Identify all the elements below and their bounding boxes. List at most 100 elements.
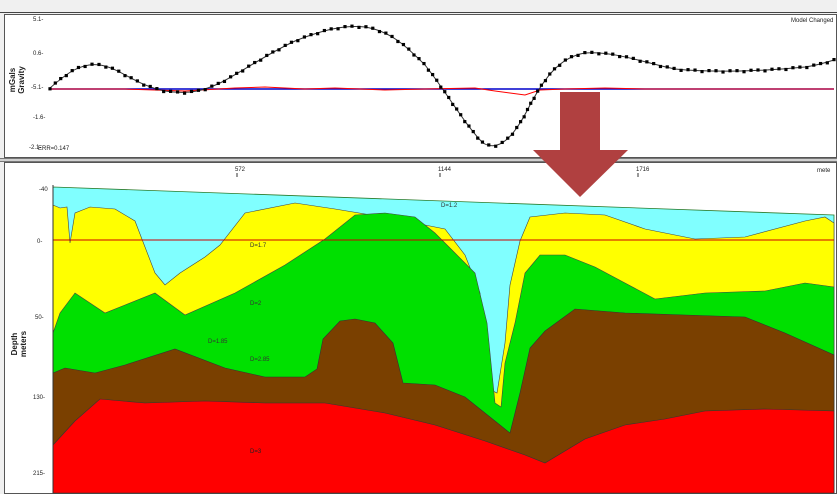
observed-point: [142, 83, 146, 87]
gravity-tick: 0.6-: [33, 51, 44, 57]
panel-splitter[interactable]: [0, 158, 837, 162]
observed-point: [439, 85, 443, 89]
observed-point: [522, 115, 526, 119]
observed-point: [487, 143, 491, 147]
observed-point: [569, 55, 574, 59]
gravity-tick: -5.1-: [31, 85, 44, 91]
observed-point: [384, 31, 388, 35]
observed-point: [583, 51, 587, 55]
observed-point: [396, 39, 400, 44]
density-model-panel[interactable]: 572 1144 1716 mete D=1.2 D=1.7 D=2 D=1.8…: [4, 162, 837, 494]
observed-point: [798, 65, 802, 69]
observed-point: [189, 89, 194, 94]
observed-point: [455, 107, 459, 111]
gravity-profile-panel[interactable]: mGals Gravity 5.1- 0.6- -5.1- -1.6- -2.1…: [4, 14, 837, 158]
observed-point: [618, 54, 622, 59]
observed-point: [377, 29, 382, 34]
observed-point: [735, 69, 739, 73]
observed-point: [135, 79, 139, 83]
observed-point: [552, 67, 557, 71]
observed-point: [235, 71, 239, 75]
observed-point: [459, 113, 463, 117]
model-status-badge: Model Changed: [791, 18, 834, 24]
observed-point: [742, 70, 746, 74]
observed-point: [253, 60, 257, 65]
observed-point: [714, 69, 718, 73]
error-curve: [50, 86, 834, 96]
observed-point: [832, 58, 836, 62]
observed-point: [707, 69, 711, 73]
observed-point: [658, 64, 663, 69]
observed-point: [543, 79, 548, 83]
observed-point: [812, 63, 816, 67]
observed-point: [277, 48, 281, 52]
gravity-tick: 5.1-: [33, 17, 44, 23]
observed-point: [447, 95, 451, 100]
observed-point: [563, 58, 567, 62]
observed-point: [162, 89, 166, 94]
observed-point: [825, 61, 829, 65]
observed-point: [590, 50, 594, 54]
observed-point: [357, 25, 361, 29]
error-label: ERR=0.147: [38, 146, 70, 152]
observed-point: [129, 76, 133, 80]
observed-point: [749, 68, 753, 72]
observed-point: [476, 136, 480, 140]
observed-point: [756, 68, 760, 72]
observed-point: [203, 88, 207, 92]
observed-point: [529, 101, 533, 105]
layer-red[interactable]: [52, 398, 835, 494]
observed-point: [210, 84, 214, 88]
depth-axis-title: Depth meters: [10, 324, 28, 364]
observed-data-points: [48, 24, 836, 148]
observed-point: [296, 39, 300, 43]
observed-point: [229, 75, 233, 79]
depth-tick: -40: [39, 187, 48, 193]
observed-point: [721, 70, 725, 74]
observed-point: [401, 42, 406, 47]
observed-point: [241, 69, 245, 73]
observed-point: [631, 56, 635, 60]
observed-point: [467, 124, 471, 128]
observed-point: [471, 129, 475, 134]
observed-point: [558, 63, 562, 67]
observed-point: [624, 55, 629, 59]
density-label: D=2.85: [250, 357, 270, 363]
observed-point: [155, 87, 159, 91]
observed-point: [390, 34, 394, 39]
observed-point: [672, 66, 676, 71]
observed-point: [679, 68, 683, 72]
observed-point: [371, 26, 375, 30]
observed-point: [443, 90, 447, 94]
observed-point: [309, 33, 313, 37]
observed-point: [247, 64, 251, 68]
observed-point: [283, 43, 287, 47]
observed-point: [302, 35, 307, 39]
density-label: D=1.2: [441, 203, 458, 209]
observed-point: [435, 78, 439, 82]
observed-point: [104, 65, 108, 69]
x-tick-label: 572: [235, 167, 246, 173]
observed-point: [818, 61, 823, 66]
observed-point: [222, 79, 227, 84]
observed-point: [329, 27, 333, 31]
window-top-strip: [0, 0, 837, 13]
density-label: D=1.7: [250, 243, 267, 249]
observed-point: [700, 69, 704, 74]
density-label: D=2: [250, 301, 262, 307]
depth-tick: 215-: [33, 471, 45, 477]
observed-point: [515, 125, 519, 130]
observed-point: [532, 96, 536, 100]
density-model-section[interactable]: 572 1144 1716 mete D=1.2 D=1.7 D=2 D=1.8…: [5, 163, 837, 495]
observed-point: [770, 67, 774, 71]
observed-point: [536, 89, 540, 93]
observed-point: [494, 144, 498, 148]
observed-point: [597, 52, 601, 56]
observed-point: [784, 67, 788, 72]
observed-point: [350, 24, 354, 28]
observed-point: [168, 89, 173, 93]
observed-point: [76, 65, 81, 70]
density-label: D=3: [250, 449, 262, 455]
observed-point: [500, 140, 504, 145]
observed-point: [70, 69, 74, 73]
